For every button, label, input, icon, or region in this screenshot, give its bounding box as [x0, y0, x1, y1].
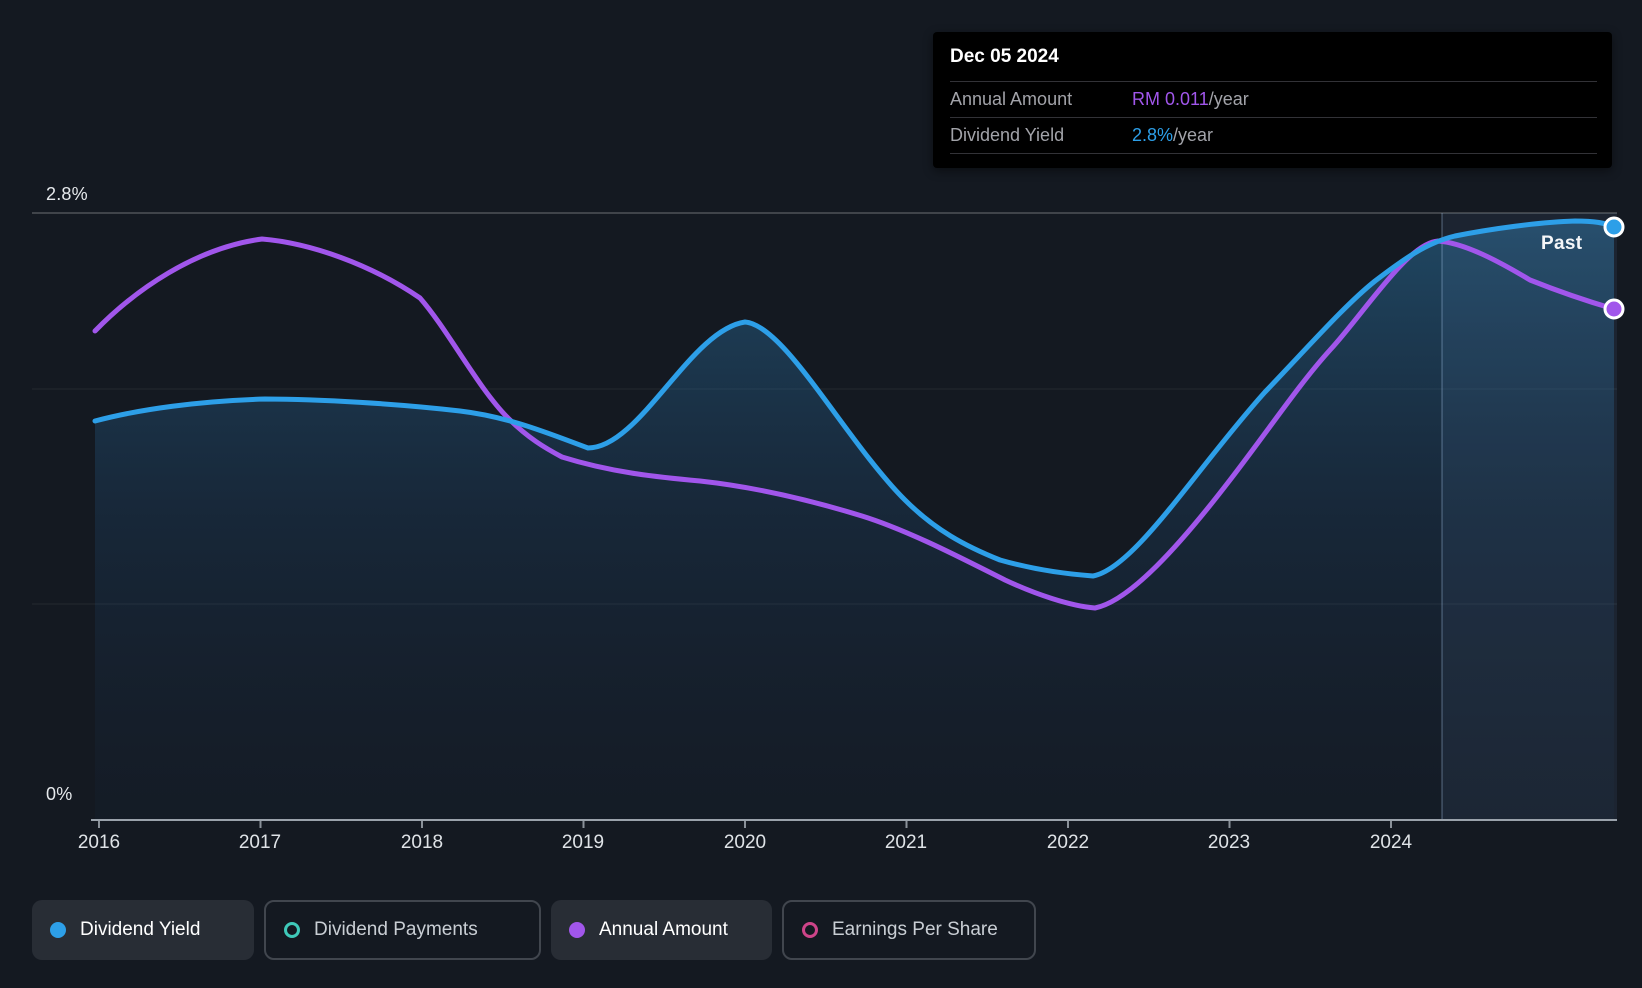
- x-tick-2023: 2023: [1207, 832, 1251, 853]
- y-axis-min-label: 0%: [46, 784, 73, 804]
- dividend-yield-line: [92, 218, 1617, 579]
- legend-label: Dividend Yield: [80, 919, 201, 940]
- annual-amount-endpoint-marker: [1603, 298, 1625, 320]
- x-tick-2019: 2019: [561, 832, 605, 853]
- legend-label: Earnings Per Share: [832, 919, 998, 940]
- legend-toggle-dividend-payments[interactable]: Dividend Payments: [264, 900, 541, 960]
- past-region-band: [1442, 213, 1617, 820]
- dividend-yield-endpoint-marker: [1603, 216, 1625, 238]
- annual-amount-line: [92, 236, 1617, 611]
- legend-toggle-annual-amount[interactable]: Annual Amount: [551, 900, 772, 960]
- tooltip-suffix: /year: [1173, 125, 1214, 145]
- past-region-label: Past: [1541, 233, 1583, 254]
- x-tick-2020: 2020: [723, 832, 767, 853]
- legend-label: Dividend Payments: [314, 919, 478, 940]
- tooltip-row-dividend-yield: Dividend Yield 2.8%/year: [950, 118, 1597, 154]
- x-axis-ticks: [98, 821, 1392, 828]
- x-tick-2021: 2021: [884, 832, 928, 853]
- x-tick-2017: 2017: [238, 832, 282, 853]
- legend-toggle-dividend-yield[interactable]: Dividend Yield: [32, 900, 254, 960]
- legend-label: Annual Amount: [599, 919, 728, 940]
- chart-tooltip: Dec 05 2024 Annual Amount RM 0.011/year …: [933, 32, 1612, 168]
- x-tick-2024: 2024: [1369, 832, 1413, 853]
- y-axis-max-label: 2.8%: [46, 184, 88, 204]
- tooltip-value: 2.8%: [1132, 125, 1174, 145]
- chart-legend: Dividend Yield Dividend Payments Annual …: [32, 900, 1036, 960]
- annual-amount-dot-icon: [569, 922, 585, 938]
- tooltip-suffix: /year: [1208, 89, 1249, 109]
- tooltip-row-annual-amount: Annual Amount RM 0.011/year: [950, 82, 1597, 118]
- dividend-yield-dot-icon: [50, 922, 66, 938]
- x-tick-2018: 2018: [400, 832, 444, 853]
- tooltip-label: Dividend Yield: [950, 125, 1065, 145]
- earnings-per-share-ring-icon: [802, 922, 818, 938]
- tooltip-date: Dec 05 2024: [950, 32, 1597, 82]
- tooltip-value: RM 0.011: [1132, 89, 1209, 109]
- dividend-yield-area: [95, 221, 1614, 820]
- legend-toggle-earnings-per-share[interactable]: Earnings Per Share: [782, 900, 1036, 960]
- x-tick-2022: 2022: [1046, 832, 1090, 853]
- tooltip-label: Annual Amount: [950, 89, 1073, 109]
- dividend-payments-ring-icon: [284, 922, 300, 938]
- x-tick-2016: 2016: [77, 832, 121, 853]
